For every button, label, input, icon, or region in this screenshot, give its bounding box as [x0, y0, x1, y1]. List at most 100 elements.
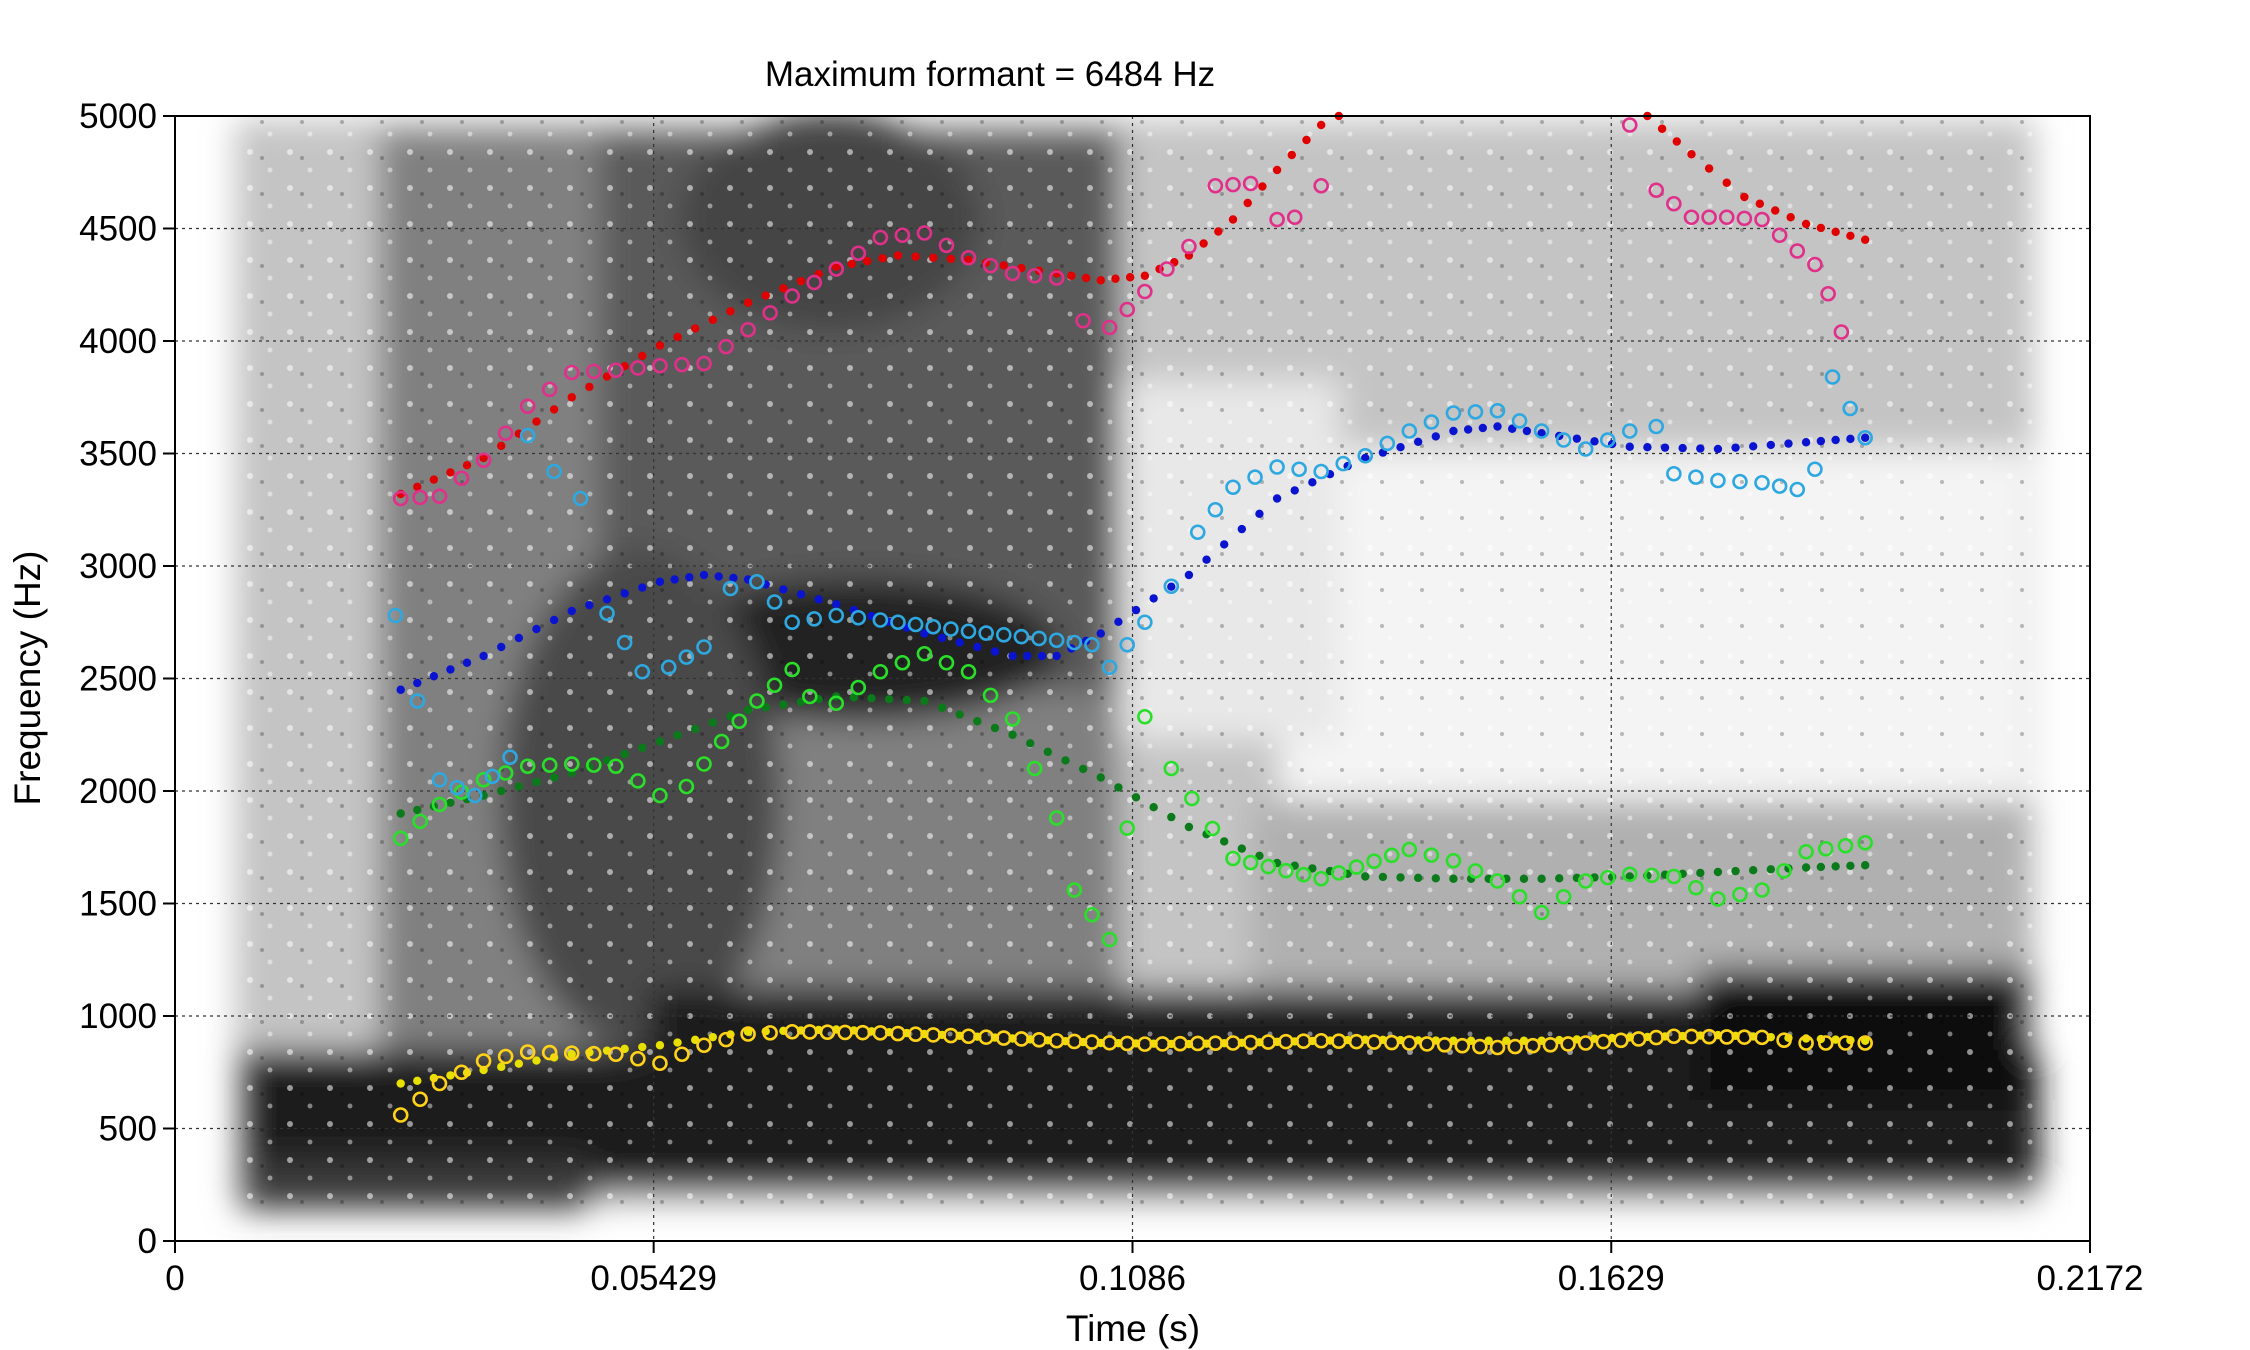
raw-track-point	[1419, 1036, 1435, 1052]
raw-track-point	[1286, 209, 1303, 226]
smooth-track-dot	[1860, 861, 1870, 870]
x-tick-label: 0.1086	[1079, 1259, 1186, 1298]
raw-track-point	[1331, 1033, 1347, 1049]
raw-track-point	[1066, 1033, 1083, 1050]
raw-track-point	[1445, 405, 1462, 421]
smooth-track-dot	[685, 573, 694, 582]
raw-track-point	[1225, 176, 1241, 193]
raw-track-point	[916, 645, 933, 662]
smooth-track-dot	[867, 694, 876, 703]
smooth-track-dot	[1590, 437, 1599, 446]
smooth-track-dot	[1378, 872, 1388, 882]
raw-track-point	[431, 488, 448, 505]
smooth-track-dot	[462, 658, 472, 667]
smooth-track-dot	[1316, 120, 1326, 130]
raw-track-point	[1718, 1029, 1735, 1045]
y-tick-label: 0	[138, 1222, 157, 1261]
smooth-track-dot	[396, 685, 405, 694]
smooth-track-dot	[673, 731, 682, 740]
smooth-track-dot	[708, 1032, 718, 1042]
smooth-track-dot	[1846, 861, 1855, 871]
raw-track-point	[907, 1026, 924, 1043]
raw-track-point	[1189, 524, 1206, 541]
raw-track-point	[475, 1053, 492, 1069]
raw-track-point	[453, 1064, 470, 1081]
raw-track-point	[660, 659, 677, 676]
raw-track-point	[630, 360, 646, 376]
raw-track-point	[1857, 1035, 1873, 1051]
raw-track-point	[1824, 369, 1841, 385]
raw-track-point	[1789, 243, 1806, 259]
smooth-track-dot	[446, 665, 455, 674]
raw-track-point	[978, 1029, 994, 1045]
smooth-track-dot	[446, 468, 455, 477]
raw-track-point	[1207, 1035, 1224, 1052]
smooth-track-dot	[743, 705, 753, 715]
raw-track-point	[749, 693, 765, 709]
smooth-track-dot	[1657, 124, 1667, 133]
raw-track-point	[652, 1055, 668, 1072]
y-tick-label: 500	[99, 1110, 157, 1149]
smooth-track-dot	[1478, 423, 1488, 433]
raw-track-point	[925, 618, 942, 635]
raw-track-point	[1207, 177, 1224, 194]
raw-track-point	[1666, 1028, 1682, 1045]
raw-track-point	[806, 274, 823, 291]
smooth-track-dot	[549, 405, 559, 414]
raw-track-point	[696, 639, 712, 655]
smooth-track-dot	[1396, 443, 1405, 452]
smooth-track-dot	[743, 1027, 753, 1036]
smooth-track-dot	[1846, 434, 1855, 444]
raw-track-point	[1683, 209, 1700, 226]
raw-track-point	[1101, 319, 1118, 336]
raw-track-point	[608, 362, 624, 379]
raw-track-point	[1599, 869, 1616, 886]
raw-track-point	[572, 490, 589, 507]
smooth-track-dot	[429, 1073, 439, 1083]
smooth-track-dot	[1731, 443, 1740, 452]
smooth-track-dot	[567, 606, 576, 616]
smooth-track-dot	[396, 1079, 405, 1088]
raw-track-point	[1489, 402, 1506, 419]
raw-track-point	[1555, 888, 1572, 905]
x-axis: 0 0.05429 0.1086 0.1629 0.2172	[165, 1241, 2144, 1298]
x-tick-label: 0	[165, 1259, 184, 1298]
raw-track-point	[1163, 578, 1180, 595]
smooth-track-dot	[549, 615, 559, 625]
raw-track-point	[1026, 267, 1043, 284]
smooth-track-dot	[655, 1041, 665, 1050]
smooth-track-dot	[862, 256, 872, 266]
smooth-track-dot	[638, 351, 647, 361]
smooth-track-dot	[690, 324, 700, 333]
smooth-track-dot	[1308, 864, 1317, 873]
smooth-track-dot	[690, 724, 700, 734]
raw-track-point	[1401, 1035, 1418, 1051]
smooth-track-dot	[1431, 432, 1440, 441]
raw-track-point	[890, 1025, 906, 1042]
raw-track-point	[412, 489, 428, 506]
smooth-track-dot	[1713, 444, 1723, 454]
smooth-track-dot	[1237, 844, 1247, 853]
smooth-track-dot	[849, 693, 859, 702]
raw-track-point	[449, 779, 465, 796]
smooth-track-dot	[532, 624, 541, 634]
smooth-track-dot	[1519, 874, 1529, 883]
raw-track-point	[1688, 469, 1704, 485]
raw-track-point	[696, 1037, 712, 1054]
raw-track-point	[828, 607, 845, 624]
raw-track-point	[541, 381, 558, 398]
smooth-track-dot	[1660, 443, 1670, 452]
raw-track-point	[696, 756, 712, 772]
raw-track-point	[982, 687, 999, 704]
smooth-track-dot	[1860, 235, 1870, 244]
raw-track-point	[1313, 463, 1329, 480]
smooth-track-dot	[1037, 651, 1047, 661]
smooth-track-dot	[1184, 822, 1194, 832]
raw-track-point	[1269, 211, 1285, 228]
raw-track-point	[1820, 285, 1836, 302]
raw-track-point	[1031, 630, 1047, 647]
chart-title: Maximum formant = 6484 Hz	[765, 55, 1215, 94]
y-tick-label: 2000	[79, 772, 157, 811]
x-axis-label: Time (s)	[1066, 1308, 1200, 1349]
raw-track-point	[1242, 1034, 1259, 1051]
